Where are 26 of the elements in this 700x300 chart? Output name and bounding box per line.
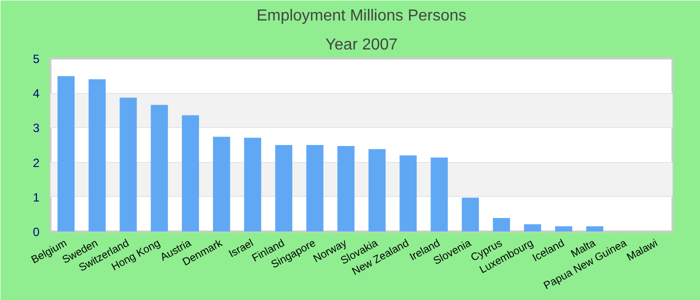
- y-tick-label: 5: [32, 52, 40, 66]
- bar: [275, 145, 292, 232]
- chart-subtitle: Year 2007: [325, 36, 398, 54]
- bar: [586, 226, 604, 232]
- bar: [430, 157, 448, 232]
- bar: [150, 104, 168, 232]
- bar: [182, 115, 200, 232]
- y-tick-label: 1: [32, 190, 40, 204]
- bar: [400, 155, 417, 232]
- bar: [120, 98, 137, 232]
- bar: [244, 138, 262, 232]
- y-tick-label: 3: [32, 121, 40, 136]
- y-tick-label: 0: [32, 225, 40, 239]
- bar: [462, 198, 479, 232]
- bar: [88, 79, 106, 232]
- bar: [555, 226, 572, 232]
- bar: [58, 76, 75, 232]
- bar: [306, 145, 324, 232]
- bar: [368, 149, 386, 232]
- chart-title: Employment Millions Persons: [256, 8, 466, 24]
- y-tick-label: 2: [32, 156, 40, 170]
- y-tick-label: 4: [32, 86, 40, 101]
- bar: [492, 218, 510, 232]
- bar: [212, 136, 230, 232]
- bar: [337, 146, 355, 232]
- bar: [524, 224, 542, 232]
